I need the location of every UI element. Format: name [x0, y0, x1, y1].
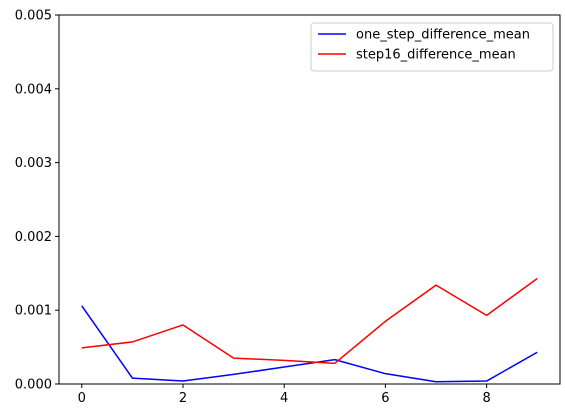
- x-tick-label: 4: [280, 391, 288, 406]
- series-layer: [81, 277, 538, 383]
- series-line-1: [81, 277, 538, 365]
- x-tick-label: 0: [78, 391, 86, 406]
- y-tick-label: 0.003: [15, 156, 52, 171]
- y-tick-label: 0.000: [15, 378, 52, 393]
- legend-label-0: one_step_difference_mean: [356, 28, 530, 43]
- y-tick-label: 0.004: [15, 82, 52, 97]
- y-tick-label: 0.001: [15, 304, 52, 319]
- x-tick-label: 2: [179, 391, 187, 406]
- x-tick-label: 6: [381, 391, 389, 406]
- legend-box: [310, 22, 554, 72]
- x-axis: 0 2 4 6 8: [78, 384, 491, 406]
- legend: one_step_difference_mean step16_differenc…: [310, 22, 554, 72]
- y-tick-label: 0.002: [15, 230, 52, 245]
- legend-label-1: step16_difference_mean: [356, 48, 516, 63]
- x-tick-label: 8: [482, 391, 490, 406]
- y-tick-label: 0.005: [15, 9, 52, 24]
- series-line-0: [81, 305, 538, 383]
- y-axis: 0.000 0.001 0.002 0.003 0.004 0.005: [15, 9, 59, 393]
- plot-frame: [58, 14, 561, 385]
